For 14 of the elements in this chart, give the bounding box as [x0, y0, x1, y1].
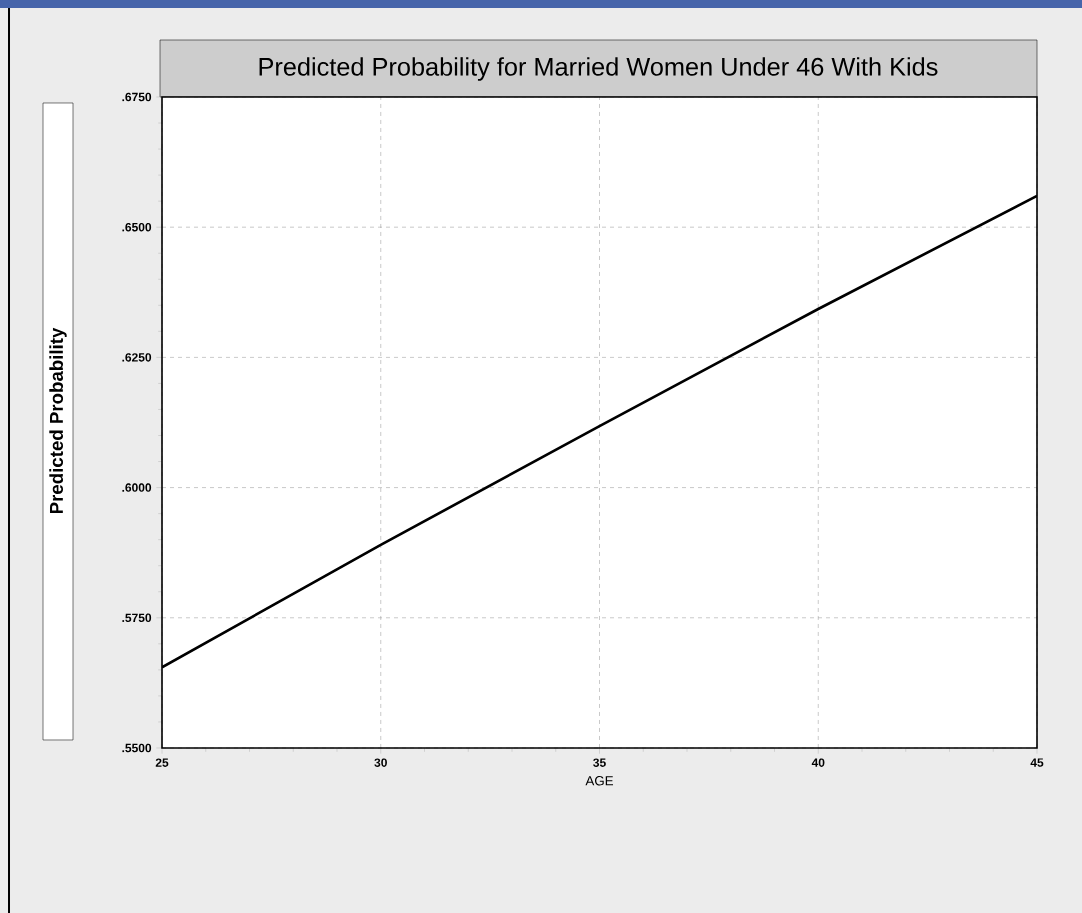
y-tick-label: .5750 — [122, 613, 152, 623]
x-tick-label: 35 — [593, 758, 606, 767]
y-tick-label: .6000 — [122, 483, 152, 492]
y-tick-label: .6250 — [122, 353, 152, 362]
x-tick-label: 30 — [374, 758, 387, 767]
chart-title: Predicted Probability for Married Women Under 46 With Kids — [259, 57, 938, 81]
x-tick-label: 45 — [1030, 758, 1044, 767]
y-tick-label: .5500 — [122, 743, 152, 753]
x-axis-title: AGE — [585, 776, 614, 786]
x-tick-label: 40 — [811, 758, 825, 767]
y-tick-label: .6500 — [122, 222, 152, 232]
y-tick-label: .6750 — [122, 92, 152, 102]
x-tick-label: 25 — [155, 758, 169, 767]
y-axis-title: Predicted Probability — [49, 327, 67, 514]
